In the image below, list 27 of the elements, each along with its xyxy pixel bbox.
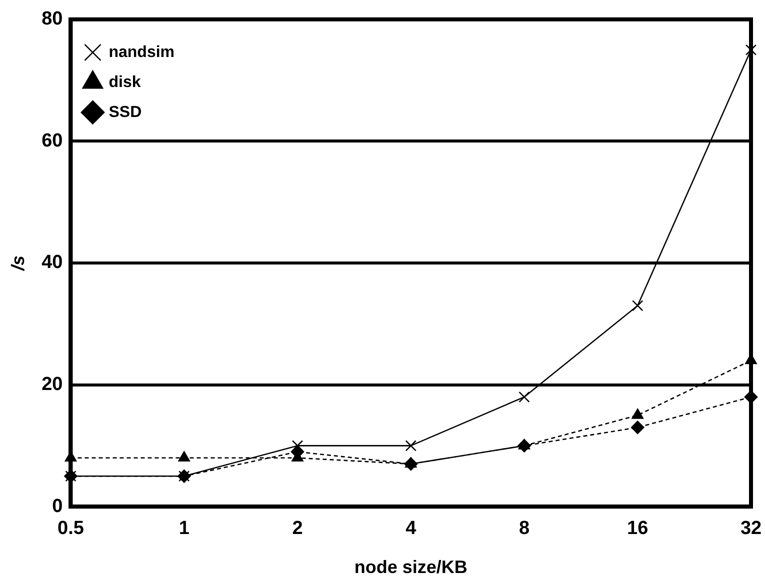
legend-label: disk [108, 74, 141, 91]
x-axis-title: node size/KB [354, 557, 468, 578]
x-tick-label: 32 [740, 518, 762, 540]
y-tick-label: 80 [42, 8, 63, 30]
point [632, 408, 644, 419]
point [292, 440, 304, 452]
x-tick-label: 0.5 [58, 518, 84, 540]
y-tick-label: 60 [42, 130, 63, 152]
y-axis-title: /s [8, 255, 28, 272]
point [630, 420, 644, 434]
y-tick-label: 20 [42, 374, 63, 396]
point [178, 451, 190, 462]
y-tick-label: 40 [42, 252, 63, 274]
point [518, 439, 530, 450]
x-tick-label: 8 [518, 518, 530, 540]
x-tick-label: 2 [292, 518, 303, 540]
x-tick-label: 16 [627, 518, 648, 540]
y-tick-label: 0 [52, 496, 63, 517]
legend-label: nandsim [108, 44, 175, 61]
x-tick-label: 1 [178, 518, 190, 540]
point [405, 457, 417, 468]
point [632, 300, 644, 312]
x-tick-label: 4 [406, 518, 417, 540]
point [518, 391, 530, 403]
point [745, 44, 757, 56]
point [405, 440, 416, 452]
legend-label: SSD [108, 104, 142, 121]
